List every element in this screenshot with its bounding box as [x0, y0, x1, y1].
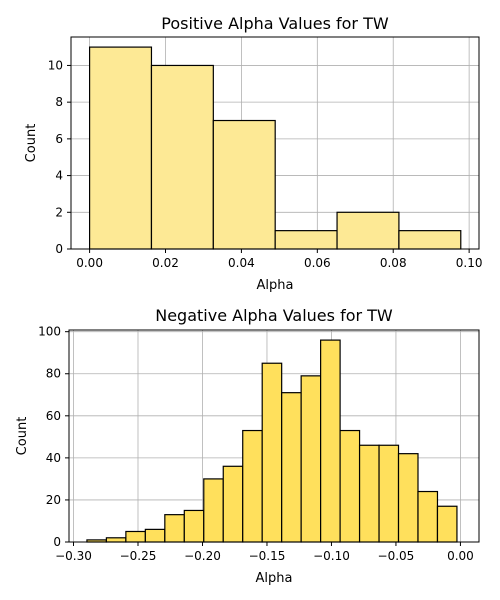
chart-title: Negative Alpha Values for TW — [155, 306, 393, 325]
y-tick-label: 0 — [55, 242, 63, 256]
histogram-bar — [436, 505, 458, 543]
x-axis-label: Alpha — [257, 278, 294, 293]
plot-frame — [70, 36, 480, 250]
positive-alpha-histogram: 0.00 0.02 0.04 0.06 0.08 0.10 0 2 4 6 8 10 Positive… — [24, 14, 482, 293]
y-tick-label: 100 — [38, 325, 61, 339]
histogram-bar — [125, 530, 146, 543]
x-tick-label: 0.00 — [76, 256, 103, 270]
y-tick-label: 20 — [46, 493, 61, 507]
x-tick-label: −0.20 — [184, 549, 221, 563]
histogram-bar — [88, 46, 153, 250]
x-tick-label: 0.02 — [152, 256, 179, 270]
y-tick-label: 4 — [55, 169, 63, 183]
x-tick-label: 0.00 — [447, 549, 474, 563]
x-tick-label: 0.04 — [228, 256, 255, 270]
histogram-bar — [164, 514, 185, 543]
histogram-bar — [417, 490, 439, 543]
histogram-bar — [281, 392, 302, 543]
y-tick-label: 10 — [48, 58, 63, 72]
y-axis-label: Count — [15, 417, 30, 456]
x-tick-label: −0.25 — [120, 549, 157, 563]
histogram-bar — [203, 478, 224, 543]
y-tick-label: 40 — [46, 451, 61, 465]
histogram-bar — [320, 339, 341, 543]
y-tick-label: 6 — [55, 132, 63, 146]
histogram-bar — [339, 429, 361, 543]
histogram-bar — [144, 528, 166, 543]
y-tick-label: 80 — [46, 367, 61, 381]
histogram-bar — [242, 429, 263, 543]
histogram-bar — [378, 444, 400, 543]
histogram-bar — [212, 119, 276, 250]
x-axis-label: Alpha — [256, 571, 293, 586]
y-tick-label: 8 — [55, 95, 63, 109]
histogram-bar — [398, 230, 462, 250]
x-tick-label: −0.30 — [55, 549, 92, 563]
histogram-bar — [358, 444, 380, 543]
x-tick-label: 0.06 — [304, 256, 331, 270]
plot-frame — [68, 329, 480, 543]
y-tick-label: 0 — [53, 535, 61, 549]
x-tick-label: −0.05 — [378, 549, 415, 563]
chart-title: Positive Alpha Values for TW — [161, 14, 389, 33]
negative-alpha-histogram: −0.30 −0.25 −0.20 −0.15 −0.10 −0.05 0.00 0 20 40 6… — [15, 306, 480, 586]
histogram-bar — [336, 211, 400, 250]
x-tick-label: 0.10 — [456, 256, 483, 270]
histogram-bar — [397, 453, 419, 543]
y-axis-label: Count — [24, 124, 39, 163]
y-tick-label: 2 — [55, 205, 63, 219]
x-tick-label: −0.10 — [313, 549, 350, 563]
x-tick-label: −0.15 — [249, 549, 286, 563]
histogram-bar — [261, 362, 283, 543]
histogram-bar — [300, 375, 322, 543]
histogram-bar — [105, 537, 127, 543]
histogram-bar — [222, 465, 244, 543]
histogram-bar — [183, 509, 205, 543]
y-tick-label: 60 — [46, 409, 61, 423]
histogram-bar — [274, 230, 338, 250]
histogram-bar — [150, 64, 214, 250]
x-tick-label: 0.08 — [380, 256, 407, 270]
